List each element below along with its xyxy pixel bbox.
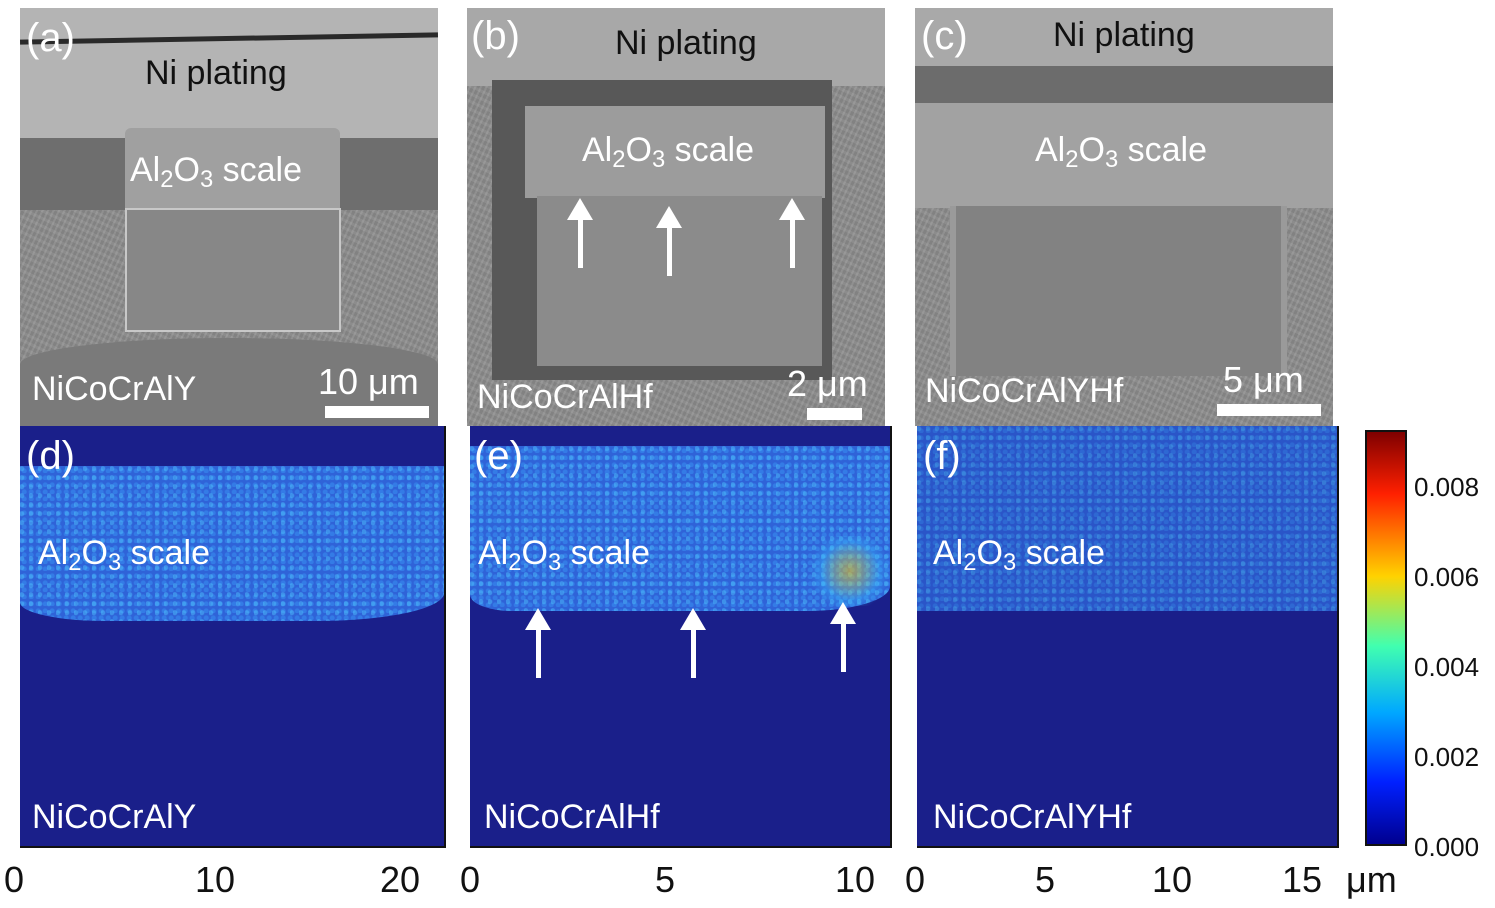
scale-bar-label: 5 μm [1223,359,1304,400]
sem-panel-c: (c) Ni plating Al2O3 scale NiCoCrAlYHf 5… [915,8,1333,426]
x-tick-label: 10 [1152,859,1193,900]
al2o3-scale-label: Al2O3 scale [38,534,211,576]
oxide-bulge [125,128,340,218]
map-panel-d: (d) Al2O3 scale NiCoCrAlY [20,426,444,846]
interface-arrow [656,206,682,276]
x-tick-label: 20 [380,859,421,900]
ni-plating-label: Ni plating [615,24,757,62]
ni-plating-layer [467,8,885,86]
oxide-layer [915,103,1333,208]
interface-arrow [779,198,805,268]
sample-label: NiCoCrAlY [32,370,197,408]
x-tick-label: 15 [1282,859,1323,900]
sample-label: NiCoCrAlYHf [933,798,1132,836]
milled-trench [950,206,1287,376]
scale-bar-label: 2 μm [787,363,868,404]
sample-label: NiCoCrAlHf [484,798,660,836]
y-axis-line [890,426,892,848]
sem-panel-b: (b) Ni plating Al2O3 scale NiCoCrAlHf 2 … [467,8,885,426]
x-tick-label: 0 [460,859,481,900]
scale-bar-label: 10 μm [318,361,419,402]
ni-plating-layer [20,8,438,138]
oxide-signal-band [917,426,1337,611]
ni-plating-label: Ni plating [145,54,287,92]
colorbar-tick-label: 0.008 [1414,472,1480,502]
x-axis-unit: μm [1346,859,1397,900]
panel-label: (b) [471,14,520,58]
x-tick-label: 10 [835,859,876,900]
x-tick-label: 0 [4,859,25,900]
al2o3-scale-label: Al2O3 scale [933,534,1106,576]
x-axis-line-e [470,846,890,848]
colorbar-tick-label: 0.002 [1414,742,1480,772]
interface-arrow [525,608,551,678]
al2o3-scale-label: Al2O3 scale [478,534,651,576]
panel-label: (c) [921,14,968,58]
sem-panel-a: (a) Ni plating Al2O3 scale NiCoCrAlY 10 … [20,8,438,426]
interface-arrow [830,602,856,672]
oxide-layer [525,106,825,198]
scale-bar [1217,404,1321,416]
sample-label: NiCoCrAlY [32,798,197,836]
colorbar-tick-label: 0.006 [1414,562,1480,592]
scale-bar [807,408,862,420]
panel-label: (e) [474,434,523,478]
al2o3-scale-label: Al2O3 scale [130,151,303,193]
interface-arrow [680,608,706,678]
sample-label: NiCoCrAlHf [477,378,653,416]
colorbar-tick-label: 0.004 [1414,652,1480,682]
sample-label: NiCoCrAlYHf [925,372,1124,410]
scale-bar [325,406,429,418]
hotspot [810,536,890,606]
x-axis-line-d [20,846,444,848]
colorbar [1365,430,1407,846]
x-tick-label: 5 [655,859,676,900]
milled-trench [125,208,341,332]
oxide-signal-band [20,466,444,621]
y-axis-line [1337,426,1339,848]
panel-label: (a) [26,16,75,60]
map-panel-e: (e) Al2O3 scale NiCoCrAlHf [470,426,890,846]
panel-label: (f) [923,434,961,478]
x-axis-line-f [917,846,1337,848]
x-tick-label: 5 [1035,859,1056,900]
al2o3-scale-label: Al2O3 scale [582,131,755,173]
x-tick-label: 0 [905,859,926,900]
interface-arrow [567,198,593,268]
panel-label: (d) [26,434,75,478]
map-panel-f: (f) Al2O3 scale NiCoCrAlYHf [917,426,1337,846]
colorbar-tick-label: 0.000 [1414,832,1480,862]
ni-plating-layer [915,8,1333,70]
ni-plating-label: Ni plating [1053,16,1195,54]
x-tick-label: 10 [195,859,236,900]
y-axis-line [444,426,446,848]
rough-edge [915,66,1333,104]
al2o3-scale-label: Al2O3 scale [1035,131,1208,173]
